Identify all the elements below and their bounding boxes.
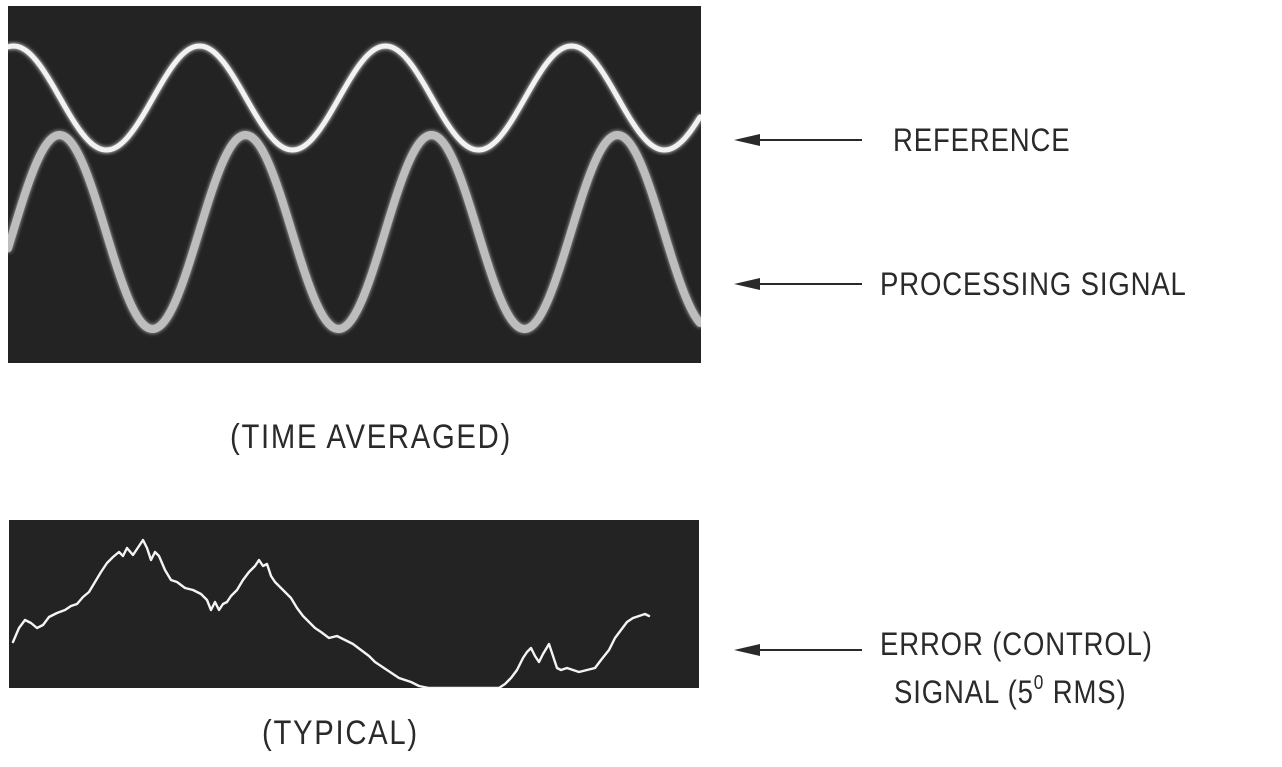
caption-time-averaged: (TIME AVERAGED) — [230, 418, 512, 456]
reference-label: REFERENCE — [893, 122, 1071, 158]
error-signal-rms-superscript: 0 — [1033, 672, 1045, 695]
caption-typical: (TYPICAL) — [262, 714, 419, 752]
error-signal-rms-label: SIGNAL (50 RMS) — [894, 672, 1127, 711]
waveform-display — [8, 43, 701, 334]
error-control-signal-trace — [11, 538, 651, 688]
arrow-left-icon — [734, 134, 862, 146]
error-control-label: ERROR (CONTROL) — [880, 626, 1153, 662]
arrow-left-icon — [734, 644, 862, 656]
processing-signal-label: PROCESSING SIGNAL — [880, 266, 1187, 302]
oscilloscope-panel-typical — [9, 520, 699, 688]
arrow-left-icon — [734, 278, 862, 290]
reference-trace — [8, 43, 701, 153]
error-signal-rms-unit: RMS) — [1044, 674, 1127, 710]
error-signal-rms-text: SIGNAL (5 — [894, 674, 1034, 710]
oscilloscope-panel-time-averaged — [8, 6, 701, 363]
error-display — [11, 538, 651, 688]
processing-signal-trace — [8, 130, 701, 334]
